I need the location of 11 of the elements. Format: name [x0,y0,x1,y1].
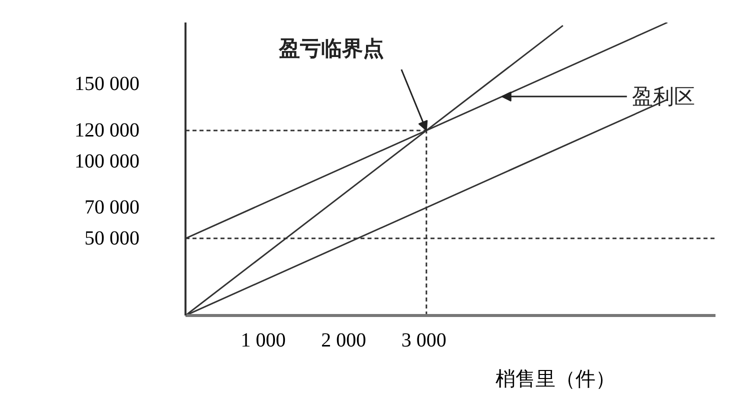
x-tick-label: 3 000 [401,330,446,352]
y-tick-label: 70 000 [84,196,140,219]
annotation: 盈亏临界点 [278,36,384,60]
x-axis-title: 梢售里（件） [496,366,616,390]
x-tick-label: 2 000 [321,330,366,352]
annotation: 盈利区 [632,84,695,109]
y-tick-label: 150 000 [74,73,140,96]
y-tick-label: 50 000 [84,227,140,250]
x-tick-label: 1 000 [240,330,286,352]
y-tick-label: 100 000 [74,150,140,172]
y-tick-label: 120 000 [74,119,140,142]
